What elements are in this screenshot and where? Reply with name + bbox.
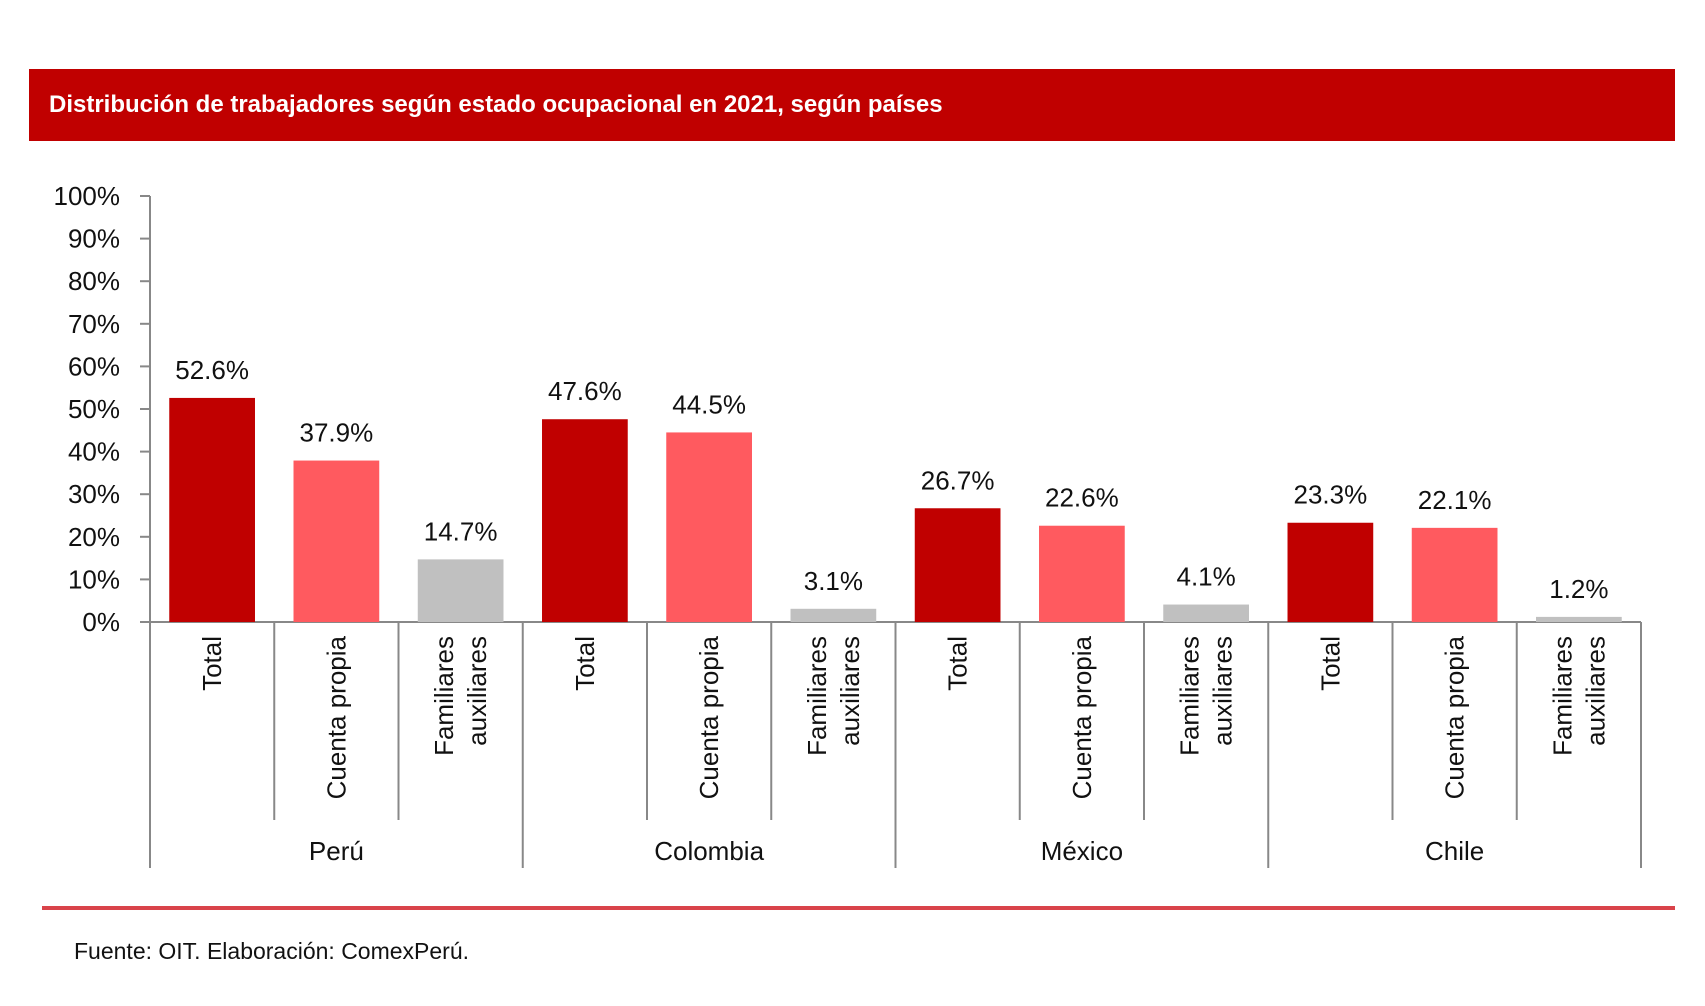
bottom-divider bbox=[42, 906, 1675, 910]
data-label: 3.1% bbox=[804, 566, 863, 596]
data-label: 44.5% bbox=[672, 389, 746, 419]
data-label: 1.2% bbox=[1549, 574, 1608, 604]
category-label-line: Familiares bbox=[1547, 636, 1577, 756]
bar bbox=[1287, 522, 1374, 622]
data-label: 14.7% bbox=[424, 516, 498, 546]
y-tick-label: 30% bbox=[68, 479, 120, 509]
bar bbox=[169, 397, 255, 622]
y-tick-label: 90% bbox=[68, 224, 120, 254]
y-tick-label: 50% bbox=[68, 394, 120, 424]
category-label-line: Total bbox=[943, 636, 973, 691]
group-label: Perú bbox=[309, 836, 364, 866]
y-tick-label: 10% bbox=[68, 564, 120, 594]
bar bbox=[1163, 604, 1249, 622]
data-label: 22.6% bbox=[1045, 483, 1119, 513]
bar bbox=[1411, 527, 1498, 622]
bar bbox=[1536, 616, 1622, 622]
category-label-line: Cuenta propia bbox=[1440, 635, 1470, 799]
category-label: Cuenta propia bbox=[321, 635, 351, 799]
category-label-line: auxiliares bbox=[1208, 636, 1238, 746]
category-label-line: Cuenta propia bbox=[1067, 635, 1097, 799]
category-label: Total bbox=[197, 636, 227, 691]
category-label-line: auxiliares bbox=[835, 636, 865, 746]
bar-chart: 0% 10% 20% 30% 40% 50% 60% 70% 80% 90% 100% 52.6% To… bbox=[54, 181, 1642, 868]
category-label-line: Total bbox=[570, 636, 600, 691]
category-label: Total bbox=[943, 636, 973, 691]
category-label: Familiares auxiliares bbox=[429, 636, 492, 756]
data-label: 23.3% bbox=[1294, 480, 1368, 510]
category-label-line: Familiares bbox=[1175, 636, 1205, 756]
chart-title: Distribución de trabajadores según estad… bbox=[49, 91, 943, 118]
category-label: Total bbox=[1315, 636, 1345, 691]
title-bar: Distribución de trabajadores según estad… bbox=[29, 69, 1675, 141]
y-tick-label: 20% bbox=[68, 522, 120, 552]
group-label: Colombia bbox=[654, 836, 764, 866]
data-label: 37.9% bbox=[300, 418, 374, 448]
bar bbox=[666, 432, 752, 622]
group-label: México bbox=[1041, 836, 1123, 866]
category-label-line: Familiares bbox=[802, 636, 832, 756]
category-label: Cuenta propia bbox=[1067, 635, 1097, 799]
category-label-line: Total bbox=[197, 636, 227, 691]
category-label: Total bbox=[570, 636, 600, 691]
y-tick-label: 0% bbox=[82, 607, 120, 637]
category-label-line: auxiliares bbox=[1580, 636, 1610, 746]
bar bbox=[790, 608, 877, 622]
y-tick-label: 100% bbox=[54, 181, 121, 211]
category-label-line: Familiares bbox=[429, 636, 459, 756]
bar bbox=[542, 419, 628, 622]
data-label: 26.7% bbox=[921, 465, 995, 495]
category-label-line: Cuenta propia bbox=[321, 635, 351, 799]
y-tick-label: 60% bbox=[68, 351, 120, 381]
category-label: Familiares auxiliares bbox=[1175, 636, 1238, 756]
data-label: 22.1% bbox=[1418, 485, 1492, 515]
bar bbox=[417, 559, 504, 622]
source-note: Fuente: OIT. Elaboración: ComexPerú. bbox=[74, 938, 470, 964]
category-label-line: Cuenta propia bbox=[694, 635, 724, 799]
data-label: 4.1% bbox=[1176, 562, 1235, 592]
category-label: Familiares auxiliares bbox=[802, 636, 865, 756]
bar bbox=[1039, 525, 1125, 622]
bar bbox=[914, 508, 1001, 622]
category-label: Familiares auxiliares bbox=[1547, 636, 1610, 756]
y-tick-label: 80% bbox=[68, 266, 120, 296]
group-label: Chile bbox=[1425, 836, 1484, 866]
category-label: Cuenta propia bbox=[694, 635, 724, 799]
data-label: 52.6% bbox=[175, 355, 249, 385]
category-label-line: auxiliares bbox=[462, 636, 492, 746]
category-label: Cuenta propia bbox=[1440, 635, 1470, 799]
bar bbox=[293, 460, 380, 622]
data-label: 47.6% bbox=[548, 376, 622, 406]
y-tick-label: 70% bbox=[68, 309, 120, 339]
y-tick-label: 40% bbox=[68, 437, 120, 467]
category-label-line: Total bbox=[1315, 636, 1345, 691]
